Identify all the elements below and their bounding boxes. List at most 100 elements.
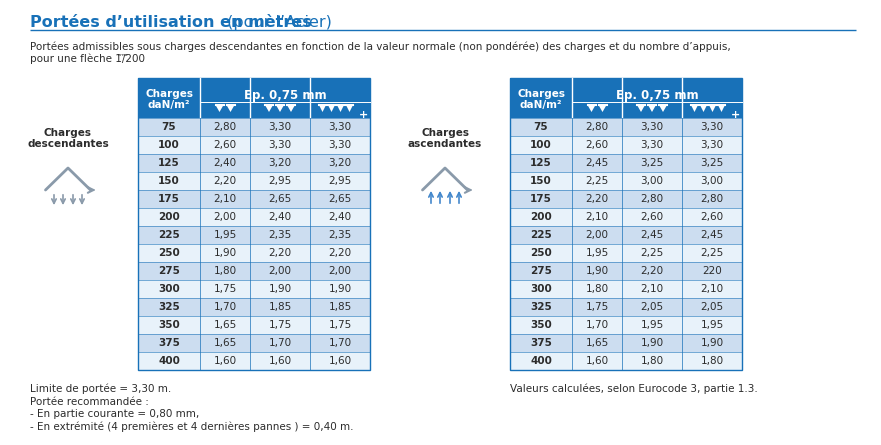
Text: ascendantes: ascendantes [408,139,482,149]
Text: 2,45: 2,45 [700,230,723,240]
Text: Portées d’utilisation en mètres (pour l’Acier): Portées d’utilisation en mètres (pour l’… [30,15,386,31]
Text: 1,65: 1,65 [213,320,237,330]
Polygon shape [319,105,326,112]
Text: 275: 275 [158,266,180,276]
Text: 1,70: 1,70 [213,302,237,312]
Polygon shape [226,105,234,112]
Text: 2,20: 2,20 [640,266,663,276]
Text: 1,85: 1,85 [269,302,292,312]
Bar [510,154,742,172]
Polygon shape [598,105,606,112]
Text: 2,60: 2,60 [586,140,609,150]
Polygon shape [718,105,725,112]
Text: 1,80: 1,80 [640,356,663,366]
Text: (pour l’Acier): (pour l’Acier) [222,15,332,30]
Text: 250: 250 [530,248,552,258]
Bar [138,280,370,298]
Bar [138,208,370,226]
Text: 3,25: 3,25 [640,158,663,168]
Text: 2,80: 2,80 [640,194,663,204]
Text: 3,20: 3,20 [269,158,292,168]
Bar [138,78,370,118]
Text: Charges: Charges [145,89,193,99]
Bar [510,334,742,352]
Polygon shape [346,105,353,112]
Text: 1,75: 1,75 [269,320,292,330]
Text: 350: 350 [158,320,180,330]
Text: 2,35: 2,35 [269,230,292,240]
Text: +: + [359,110,367,120]
Polygon shape [216,105,224,112]
Bar [510,78,742,118]
Text: 125: 125 [158,158,180,168]
Text: Portées admissibles sous charges descendantes en fonction de la valeur normale (: Portées admissibles sous charges descend… [30,42,730,53]
Text: Charges: Charges [44,128,92,138]
Bar [138,172,370,190]
Text: 300: 300 [158,284,180,294]
Text: 3,25: 3,25 [700,158,723,168]
Bar [138,352,370,370]
Text: 2,65: 2,65 [329,194,352,204]
Bar [510,78,742,370]
Text: 3,30: 3,30 [329,140,352,150]
Text: - En partie courante = 0,80 mm,: - En partie courante = 0,80 mm, [30,409,199,419]
Text: 2,40: 2,40 [329,212,352,222]
Text: 1,60: 1,60 [329,356,352,366]
Text: 225: 225 [530,230,552,240]
Text: Portée recommandée :: Portée recommandée : [30,397,149,407]
Text: 2,00: 2,00 [586,230,609,240]
Polygon shape [659,105,667,112]
Text: 3,20: 3,20 [329,158,352,168]
Text: 2,10: 2,10 [700,284,723,294]
Text: 325: 325 [158,302,180,312]
Text: 375: 375 [530,338,552,348]
Text: 2,00: 2,00 [213,212,236,222]
Text: 2,40: 2,40 [269,212,292,222]
Text: - En extrémité (4 premières et 4 dernières pannes ) = 0,40 m.: - En extrémité (4 premières et 4 dernièr… [30,421,353,432]
Text: 400: 400 [158,356,180,366]
Bar [138,262,370,280]
Text: 325: 325 [530,302,552,312]
Text: 2,25: 2,25 [700,248,723,258]
Text: 1,75: 1,75 [213,284,237,294]
Text: 400: 400 [530,356,552,366]
Text: 3,30: 3,30 [640,122,663,132]
Text: 175: 175 [530,194,552,204]
Text: daN/m²: daN/m² [148,100,190,110]
Text: 3,30: 3,30 [640,140,663,150]
Text: 220: 220 [702,266,722,276]
Polygon shape [637,105,645,112]
Bar [138,118,370,136]
Text: 300: 300 [530,284,552,294]
Text: 2,60: 2,60 [700,212,723,222]
Text: daN/m²: daN/m² [520,100,562,110]
Text: 3,30: 3,30 [700,140,723,150]
Text: ᵉᵐᵉ: ᵉᵐᵉ [118,52,129,61]
Text: 2,20: 2,20 [213,176,237,186]
Text: 2,95: 2,95 [329,176,352,186]
Bar [510,262,742,280]
Text: 3,30: 3,30 [700,122,723,132]
Bar [138,298,370,316]
Text: descendantes: descendantes [27,139,109,149]
Bar [510,190,742,208]
Text: 2,80: 2,80 [586,122,609,132]
Text: 2,20: 2,20 [329,248,352,258]
Bar [138,154,370,172]
Text: 2,65: 2,65 [269,194,292,204]
Polygon shape [648,105,656,112]
Bar [510,208,742,226]
Bar [510,280,742,298]
Text: 2,10: 2,10 [213,194,237,204]
Text: 1,90: 1,90 [213,248,237,258]
Polygon shape [265,105,273,112]
Text: 1,80: 1,80 [586,284,609,294]
Bar [510,316,742,334]
Text: 125: 125 [530,158,552,168]
Bar [138,334,370,352]
Polygon shape [709,105,716,112]
Bar [138,244,370,262]
Text: 2,45: 2,45 [640,230,663,240]
Text: 150: 150 [158,176,180,186]
Text: 1,60: 1,60 [213,356,237,366]
